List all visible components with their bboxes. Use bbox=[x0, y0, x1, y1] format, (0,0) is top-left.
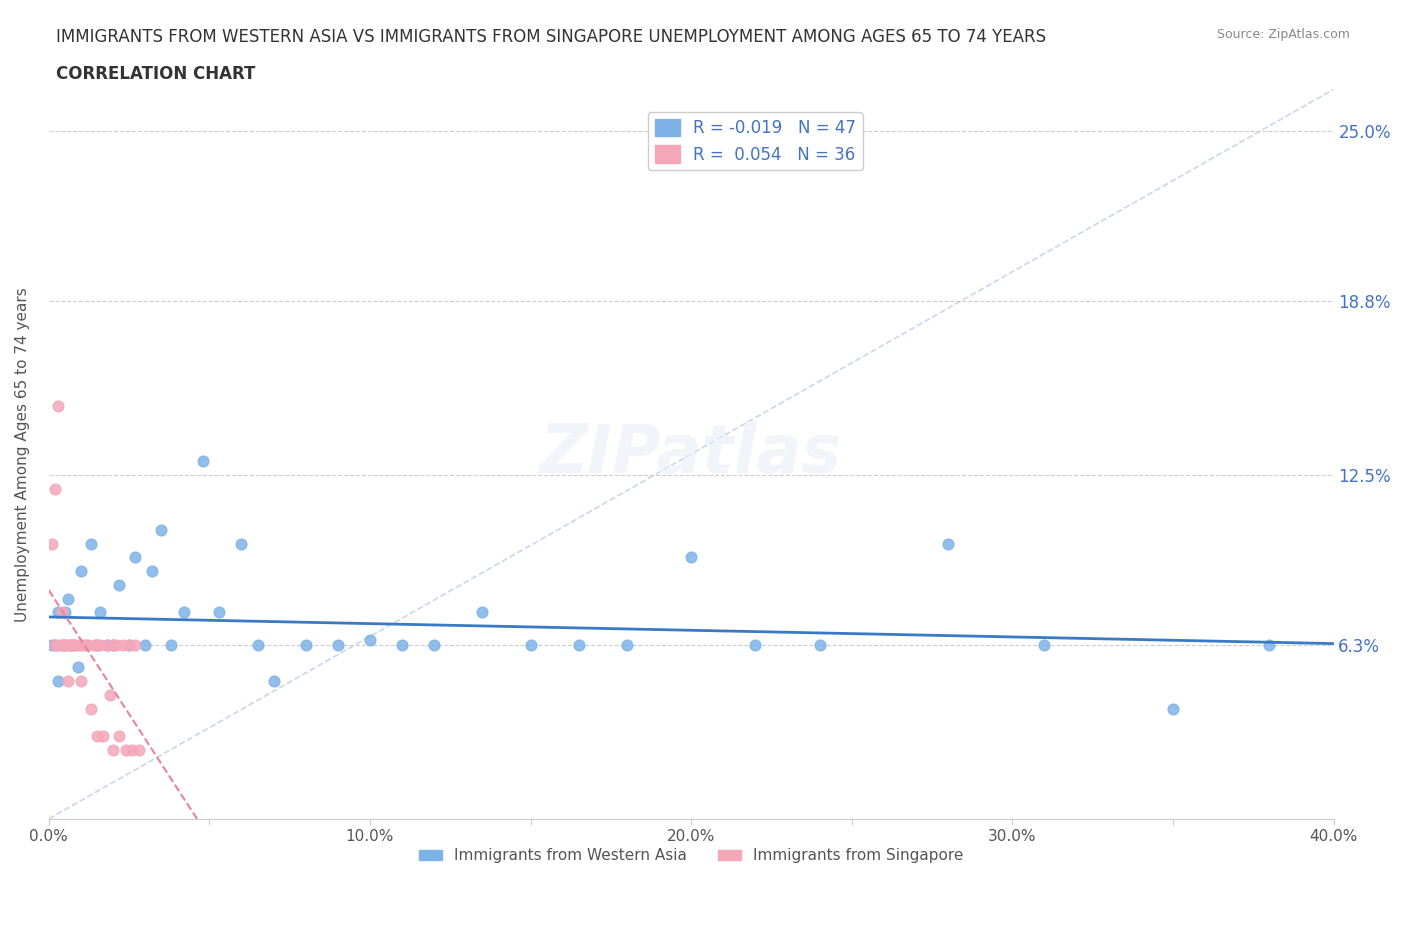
Immigrants from Singapore bbox=[83, 638, 105, 653]
Text: IMMIGRANTS FROM WESTERN ASIA VS IMMIGRANTS FROM SINGAPORE UNEMPLOYMENT AMONG AGE: IMMIGRANTS FROM WESTERN ASIA VS IMMIGRAN… bbox=[56, 28, 1046, 46]
Immigrants from Western Asia bbox=[1033, 638, 1056, 653]
Immigrants from Western Asia bbox=[208, 604, 231, 619]
Immigrants from Singapore bbox=[53, 638, 76, 653]
Text: CORRELATION CHART: CORRELATION CHART bbox=[56, 65, 256, 83]
Immigrants from Singapore bbox=[93, 729, 115, 744]
Immigrants from Western Asia bbox=[41, 638, 63, 653]
Immigrants from Singapore bbox=[56, 638, 79, 653]
Immigrants from Western Asia bbox=[359, 632, 381, 647]
Immigrants from Singapore bbox=[101, 742, 124, 757]
Immigrants from Western Asia bbox=[423, 638, 446, 653]
Immigrants from Western Asia bbox=[134, 638, 156, 653]
Immigrants from Western Asia bbox=[63, 638, 86, 653]
Immigrants from Singapore bbox=[60, 638, 83, 653]
Immigrants from Singapore bbox=[86, 729, 108, 744]
Immigrants from Western Asia bbox=[70, 564, 93, 578]
Immigrants from Western Asia bbox=[118, 638, 141, 653]
Text: Source: ZipAtlas.com: Source: ZipAtlas.com bbox=[1216, 28, 1350, 41]
Immigrants from Western Asia bbox=[1258, 638, 1281, 653]
Immigrants from Singapore bbox=[86, 638, 108, 653]
Immigrants from Western Asia bbox=[124, 550, 146, 565]
Immigrants from Singapore bbox=[73, 638, 96, 653]
Immigrants from Singapore bbox=[51, 638, 73, 653]
Immigrants from Singapore bbox=[70, 638, 93, 653]
Immigrants from Western Asia bbox=[263, 673, 285, 688]
Immigrants from Singapore bbox=[114, 742, 136, 757]
Immigrants from Western Asia bbox=[101, 638, 124, 653]
Immigrants from Singapore bbox=[76, 638, 98, 653]
Immigrants from Western Asia bbox=[173, 604, 195, 619]
Immigrants from Western Asia bbox=[246, 638, 269, 653]
Immigrants from Singapore bbox=[79, 701, 101, 716]
Immigrants from Singapore bbox=[66, 638, 89, 653]
Immigrants from Western Asia bbox=[48, 673, 70, 688]
Immigrants from Western Asia bbox=[79, 537, 101, 551]
Immigrants from Western Asia bbox=[51, 638, 73, 653]
Immigrants from Western Asia bbox=[568, 638, 591, 653]
Immigrants from Western Asia bbox=[53, 604, 76, 619]
Immigrants from Western Asia bbox=[391, 638, 413, 653]
Immigrants from Western Asia bbox=[744, 638, 766, 653]
Immigrants from Western Asia bbox=[519, 638, 541, 653]
Immigrants from Singapore bbox=[111, 638, 134, 653]
Immigrants from Singapore bbox=[98, 687, 121, 702]
Immigrants from Western Asia bbox=[159, 638, 181, 653]
Immigrants from Singapore bbox=[118, 638, 141, 653]
Immigrants from Western Asia bbox=[808, 638, 831, 653]
Immigrants from Western Asia bbox=[56, 591, 79, 606]
Immigrants from Western Asia bbox=[326, 638, 349, 653]
Immigrants from Singapore bbox=[48, 399, 70, 414]
Immigrants from Singapore bbox=[128, 742, 150, 757]
Immigrants from Western Asia bbox=[294, 638, 316, 653]
Text: ZIPatlas: ZIPatlas bbox=[540, 421, 842, 487]
Immigrants from Western Asia bbox=[108, 578, 131, 592]
Y-axis label: Unemployment Among Ages 65 to 74 years: Unemployment Among Ages 65 to 74 years bbox=[15, 286, 30, 621]
Immigrants from Western Asia bbox=[471, 604, 494, 619]
Immigrants from Western Asia bbox=[86, 638, 108, 653]
Immigrants from Western Asia bbox=[96, 638, 118, 653]
Immigrants from Singapore bbox=[44, 481, 66, 496]
Immigrants from Singapore bbox=[124, 638, 146, 653]
Immigrants from Singapore bbox=[121, 742, 143, 757]
Immigrants from Western Asia bbox=[936, 537, 959, 551]
Immigrants from Western Asia bbox=[60, 638, 83, 653]
Immigrants from Singapore bbox=[53, 638, 76, 653]
Immigrants from Western Asia bbox=[231, 537, 253, 551]
Immigrants from Western Asia bbox=[44, 638, 66, 653]
Immigrants from Singapore bbox=[96, 638, 118, 653]
Immigrants from Western Asia bbox=[53, 638, 76, 653]
Immigrants from Western Asia bbox=[616, 638, 638, 653]
Immigrants from Western Asia bbox=[48, 604, 70, 619]
Immigrants from Western Asia bbox=[191, 454, 214, 469]
Immigrants from Singapore bbox=[63, 638, 86, 653]
Immigrants from Singapore bbox=[56, 673, 79, 688]
Immigrants from Western Asia bbox=[1161, 701, 1184, 716]
Immigrants from Western Asia bbox=[89, 604, 111, 619]
Immigrants from Western Asia bbox=[681, 550, 703, 565]
Legend: Immigrants from Western Asia, Immigrants from Singapore: Immigrants from Western Asia, Immigrants… bbox=[413, 843, 969, 870]
Immigrants from Western Asia bbox=[141, 564, 163, 578]
Immigrants from Singapore bbox=[105, 638, 128, 653]
Immigrants from Singapore bbox=[70, 673, 93, 688]
Immigrants from Western Asia bbox=[150, 523, 173, 538]
Immigrants from Western Asia bbox=[76, 638, 98, 653]
Immigrants from Singapore bbox=[101, 638, 124, 653]
Immigrants from Singapore bbox=[108, 729, 131, 744]
Immigrants from Singapore bbox=[48, 638, 70, 653]
Immigrants from Western Asia bbox=[66, 660, 89, 675]
Immigrants from Singapore bbox=[44, 638, 66, 653]
Immigrants from Singapore bbox=[41, 537, 63, 551]
Immigrants from Singapore bbox=[51, 604, 73, 619]
Immigrants from Singapore bbox=[89, 638, 111, 653]
